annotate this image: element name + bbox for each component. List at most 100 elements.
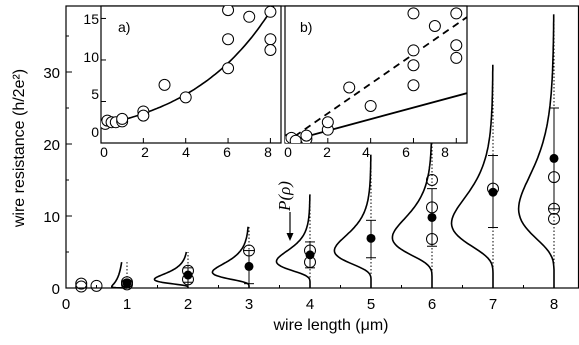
inset-a-marker (116, 112, 129, 125)
inset-a-x-tick-label: 0 (100, 144, 108, 160)
inset-a-plot (100, 5, 282, 144)
inset-a-marker (222, 33, 235, 46)
open-marker (304, 244, 316, 257)
inset-b: b) 0 2 4 6 8 (284, 19, 449, 160)
filled-marker (427, 212, 437, 222)
open-marker (487, 182, 499, 195)
inset-b-marker (450, 51, 463, 64)
open-marker (75, 277, 88, 290)
inset-a-marker (179, 91, 192, 104)
inset-a-y-tick-label: 15 (83, 11, 99, 27)
inset-a-marker (264, 44, 277, 57)
inset-a-content (101, 6, 277, 130)
main-plot (65, 5, 579, 293)
y-tick-label: 0 (52, 281, 60, 298)
filled-marker (122, 278, 132, 288)
inset-a-marker (264, 6, 277, 18)
x-tick-label: 0 (62, 296, 70, 313)
inset-a-marker (222, 6, 235, 17)
open-marker (426, 174, 438, 186)
inset-a-marker (137, 109, 150, 122)
p-rho-arrow-head (286, 233, 294, 241)
inset-a-y-tick-label: 0 (91, 124, 99, 140)
inset-b-marker (300, 129, 313, 142)
inset-a: a) 0 2 4 6 8 0 5 10 15 (83, 11, 272, 160)
inset-b-label: b) (300, 19, 312, 35)
y-tick-label: 30 (43, 65, 60, 82)
inset-a-y-tick-label: 5 (91, 86, 99, 102)
inset-a-frame (100, 5, 282, 144)
open-marker (548, 202, 560, 215)
inset-a-marker (264, 33, 277, 46)
inset-a-y-tick-label: 10 (83, 49, 99, 65)
filled-marker (488, 187, 498, 197)
open-marker (182, 273, 194, 286)
x-tick-label: 8 (550, 296, 558, 313)
inset-b-x-tick-label: 8 (441, 144, 449, 160)
x-axis-title: wire length (μm) (272, 317, 388, 334)
inset-a-x-tick-label: 8 (264, 144, 272, 160)
inset-b-plot (284, 5, 468, 144)
inset-b-fit-line-solid (285, 92, 467, 143)
inset-b-marker (450, 7, 463, 20)
open-marker (182, 264, 194, 277)
open-marker (75, 280, 88, 293)
x-tick-label: 6 (428, 296, 436, 313)
distribution-curve (391, 115, 433, 288)
p-rho-annotation: P(ρ) (275, 181, 294, 212)
x-tick-labels: 0 1 2 3 4 5 6 7 8 (62, 296, 558, 313)
inset-b-x-tick-label: 6 (402, 144, 410, 160)
inset-b-marker (343, 81, 356, 94)
filled-marker (183, 270, 193, 280)
y-tick-label: 10 (43, 209, 60, 226)
open-marker (121, 276, 133, 289)
inset-a-x-tick-label: 2 (141, 144, 149, 160)
x-tick-label: 5 (367, 296, 375, 313)
y-tick-labels: 0 10 20 30 (43, 65, 60, 298)
open-marker (548, 212, 560, 225)
inset-a-marker (158, 78, 171, 91)
inset-b-fit-line-dashed (285, 16, 467, 143)
distribution-curve (153, 251, 189, 288)
inset-b-content (285, 7, 467, 143)
distribution-curve (275, 194, 311, 288)
x-tick-label: 1 (123, 296, 131, 313)
open-marker (304, 256, 316, 269)
inset-b-marker (364, 99, 377, 112)
filled-marker (366, 233, 376, 243)
inset-b-marker (450, 39, 463, 52)
open-marker (548, 171, 560, 184)
inset-b-x-tick-label: 4 (362, 144, 370, 160)
inset-a-marker (222, 62, 235, 75)
filled-marker (549, 153, 559, 163)
inset-b-x-tick-label: 0 (284, 144, 292, 160)
distribution-curve (211, 226, 250, 288)
y-tick-label: 20 (43, 137, 60, 154)
distribution-curve (111, 262, 128, 289)
y-axis-title: wire resistance (h/2e²) (11, 69, 28, 228)
inset-b-marker (407, 44, 420, 57)
distribution-curve (517, 14, 555, 288)
open-marker (426, 233, 438, 246)
x-tick-label: 7 (489, 296, 497, 313)
x-tick-label: 3 (245, 296, 253, 313)
inset-a-x-tick-label: 4 (182, 144, 190, 160)
distribution-curve (333, 154, 372, 288)
inset-a-x-tick-label: 6 (223, 144, 231, 160)
x-tick-label: 2 (184, 296, 192, 313)
filled-marker (244, 261, 254, 271)
inset-a-marker (243, 10, 256, 23)
distribution-curve (450, 64, 494, 288)
inset-b-x-tick-label: 2 (323, 144, 331, 160)
inset-b-marker (407, 7, 420, 20)
inset-b-marker (321, 116, 334, 129)
open-marker (90, 279, 103, 292)
inset-a-fit-curve (101, 6, 275, 126)
open-marker (243, 244, 255, 257)
inset-b-marker (428, 19, 441, 32)
inset-a-label: a) (118, 19, 130, 35)
open-marker (426, 201, 438, 214)
x-tick-label: 4 (306, 296, 314, 313)
inset-b-marker (407, 59, 420, 72)
